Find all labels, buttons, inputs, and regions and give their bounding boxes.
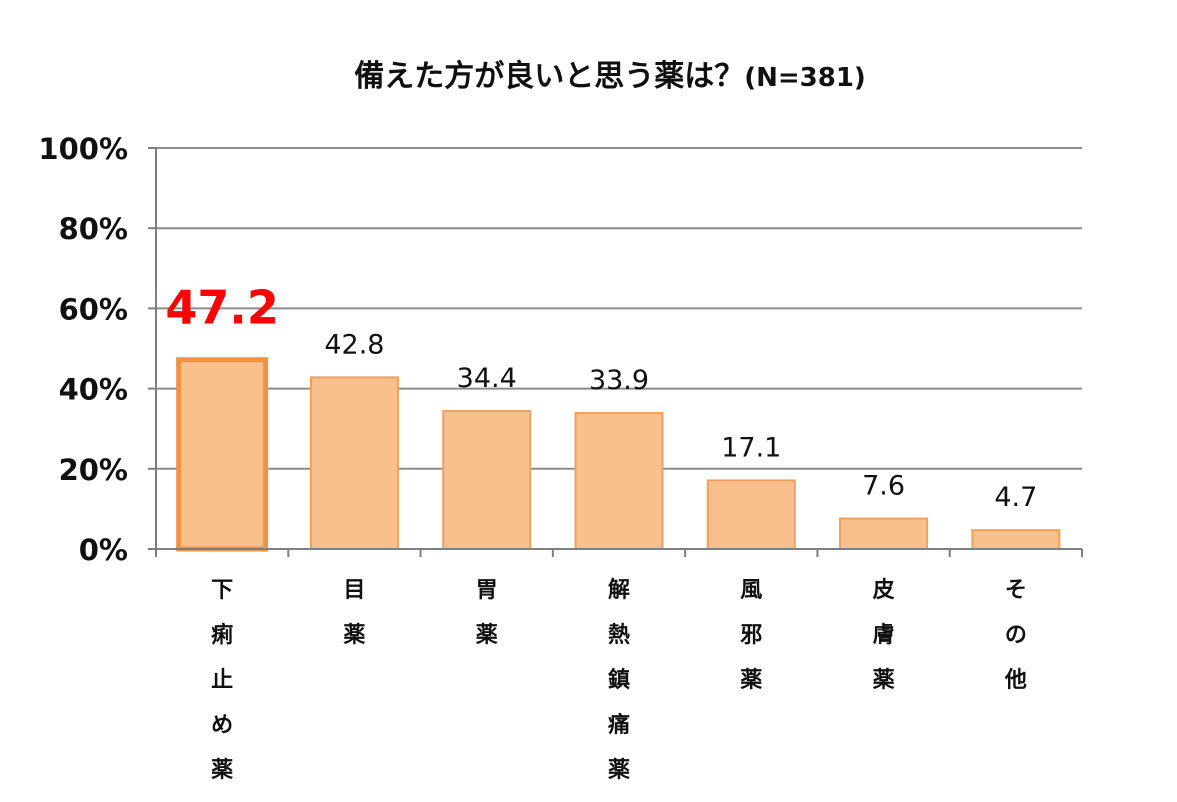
y-tick-label: 20%: [59, 453, 128, 487]
axes: [148, 147, 1083, 557]
bars: [176, 357, 1061, 552]
category-label: 解熱鎮痛薬: [608, 577, 630, 783]
chart-title: 備えた方が良いと思う薬は？(N=381): [354, 59, 866, 94]
value-label-highlight: 47.2: [165, 281, 279, 335]
y-tick-labels: 0% 20% 40% 60% 80% 100%: [38, 132, 128, 567]
y-tick-label: 40%: [59, 373, 128, 407]
bar: [574, 412, 664, 550]
value-label: 17.1: [721, 432, 781, 463]
value-label: 33.9: [589, 365, 649, 396]
y-tick-label: 100%: [38, 132, 128, 166]
chart-title-main: 備えた方が良いと思う薬は？: [354, 59, 744, 94]
value-label: 4.7: [994, 482, 1037, 513]
bar: [309, 376, 399, 551]
y-tick-label: 80%: [59, 212, 128, 246]
bar: [706, 479, 796, 550]
category-label: その他: [1004, 578, 1027, 693]
value-label: 42.8: [324, 329, 384, 360]
y-tick-label: 0%: [79, 533, 128, 567]
value-label: 7.6: [862, 471, 905, 502]
category-label: 風邪薬: [739, 578, 762, 693]
value-labels: 47.2 42.8 34.4 33.9 17.1 7.6 4.7: [165, 281, 1037, 513]
category-label: 皮膚薬: [873, 577, 895, 693]
bar: [176, 357, 269, 552]
category-labels: 下痢止め薬 目薬 胃薬 解熱鎮痛薬 風邪薬 皮膚薬 その他: [211, 577, 1027, 783]
category-label: 下痢止め薬: [211, 578, 233, 783]
bar: [839, 517, 929, 550]
y-tick-label: 60%: [59, 292, 128, 326]
category-label: 目薬: [343, 578, 365, 648]
bar: [442, 410, 532, 550]
category-label: 胃薬: [476, 578, 498, 648]
value-label: 34.4: [457, 363, 517, 394]
chart-title-sample-size: (N=381): [744, 63, 866, 93]
bar: [971, 529, 1061, 551]
